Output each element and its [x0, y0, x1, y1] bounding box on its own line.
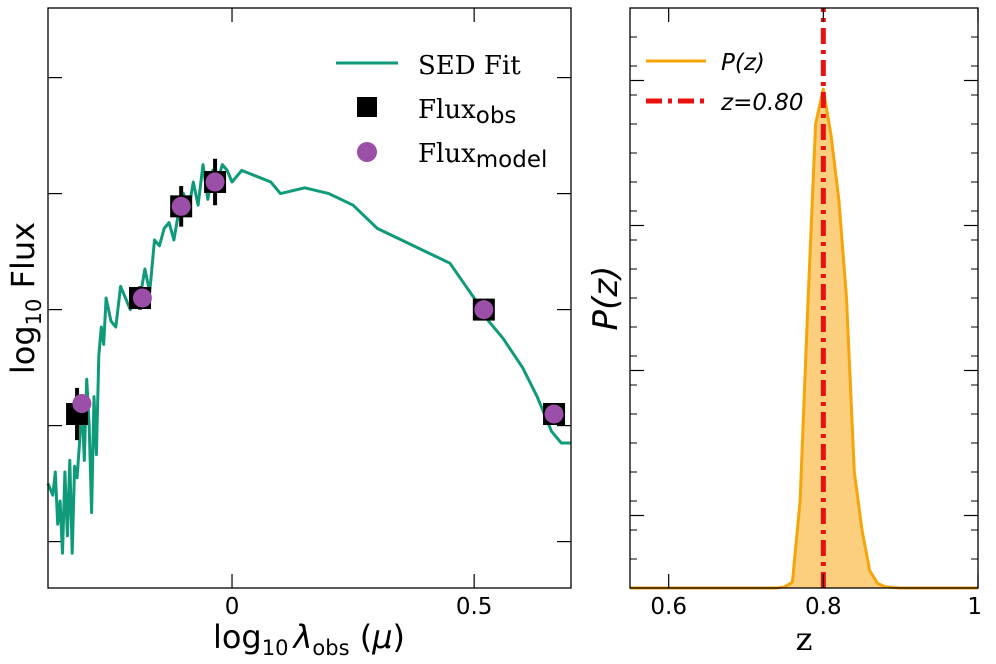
pz-x-tick-label: 0.6: [650, 594, 687, 620]
sed-plot-frame: [47, 7, 572, 589]
flux-model-point: [544, 404, 564, 424]
sed-fit-line: [46, 163, 571, 555]
sed-y-ticks: [48, 76, 571, 543]
sed-legend: SED Fit Fluxobs Fluxmodel: [336, 51, 547, 173]
pz-x-tick-label: 0.8: [805, 594, 842, 620]
pz-panel: 0.6 0.8 1 P(z) z=0.80 P(z) z: [586, 7, 982, 658]
pz-legend: P(z) z=0.80: [646, 50, 804, 116]
pz-y-axis-title: P(z): [586, 266, 626, 331]
sed-x-tick-label: 0.5: [456, 594, 493, 620]
sed-x-axis-title: log10 λobs (μ): [213, 618, 405, 660]
sed-x-ticks: 0 0.5: [225, 8, 493, 620]
legend-sed-fit-label: SED Fit: [418, 51, 521, 81]
flux-model-point: [474, 300, 494, 320]
flux-model-point: [72, 394, 92, 414]
pz-plot-frame: [629, 7, 979, 589]
sed-panel: 0 0.5 SED Fit Fluxobs Fluxmodel log10 Flu…: [4, 7, 572, 660]
sed-x-tick-label: 0: [225, 594, 240, 620]
legend-flux-obs-label: Fluxobs: [418, 95, 516, 129]
flux-model-point: [171, 196, 191, 216]
flux-model-point: [132, 288, 152, 308]
flux-model-points: [72, 172, 564, 424]
legend-flux-obs-marker: [357, 97, 377, 117]
legend-pz-label: P(z): [721, 50, 765, 76]
legend-z-label: z=0.80: [720, 90, 804, 116]
flux-model-point: [205, 172, 225, 192]
legend-flux-model-label: Fluxmodel: [418, 139, 547, 173]
sed-y-axis-title: log10 Flux: [4, 222, 46, 374]
pz-x-tick-label: 1: [967, 594, 982, 620]
legend-flux-model-marker: [357, 142, 377, 162]
pz-curve: [630, 87, 978, 590]
pz-x-axis-title: z: [796, 620, 813, 658]
pz-y-ticks: [630, 36, 978, 560]
pz-area: [630, 89, 978, 588]
pz-x-ticks: 0.6 0.8 1: [650, 8, 982, 620]
